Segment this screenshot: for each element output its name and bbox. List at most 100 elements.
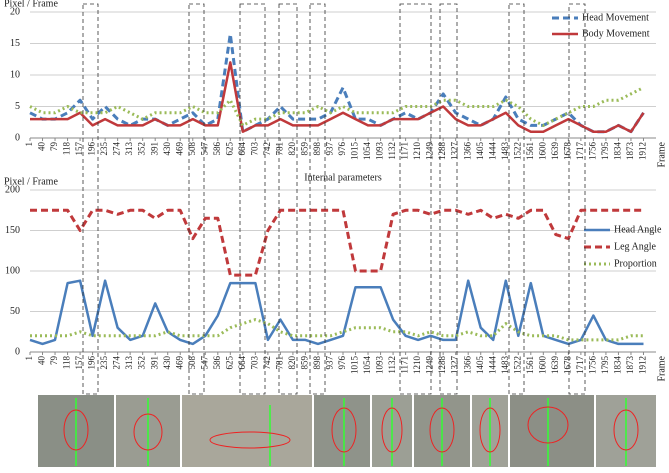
x-tick-label: 1795: [600, 142, 610, 161]
highlight-box: [279, 4, 297, 394]
x-tick-label: 1405: [475, 142, 485, 161]
x-tick-label: 976: [337, 356, 347, 370]
x-tick-label: 1288: [437, 356, 447, 375]
y-tick-label: 0: [15, 132, 20, 143]
x-tick-label: 898: [312, 356, 322, 370]
legend-label: Leg Angle: [614, 241, 656, 252]
x-tick-label: 1327: [450, 356, 460, 375]
chart: 0501001502001407911815719623527431335239…: [4, 172, 667, 381]
highlight-box: [189, 4, 204, 394]
x-tick-label: 1678: [562, 142, 572, 161]
x-tick-label: 1600: [537, 142, 547, 161]
highlight-box: [240, 4, 265, 394]
x-tick-label: 352: [137, 142, 147, 156]
x-tick-label: 937: [325, 356, 335, 370]
x-tick-label: 40: [37, 356, 47, 366]
x-tick-label: 1834: [613, 356, 623, 375]
x-tick-label: 1366: [462, 142, 472, 161]
x-tick-label: 1756: [587, 356, 597, 375]
x-tick-label: 820: [287, 356, 297, 370]
x-axis-label: Frame: [656, 355, 667, 381]
x-tick-label: 1444: [487, 356, 497, 375]
chart-title: Internal parameters: [304, 172, 382, 183]
highlight-box: [509, 4, 524, 394]
x-tick-label: 664: [237, 356, 247, 370]
x-tick-label: 1054: [362, 142, 372, 161]
x-tick-label: 1: [24, 142, 34, 147]
x-tick-label: 118: [62, 356, 72, 370]
x-tick-label: 742: [262, 356, 272, 370]
x-tick-label: 1795: [600, 356, 610, 375]
x-tick-label: 1093: [375, 142, 385, 161]
x-tick-label: 1054: [362, 356, 372, 375]
x-tick-label: 1717: [575, 356, 585, 375]
y-tick-label: 100: [5, 265, 20, 276]
x-tick-label: 40: [37, 142, 47, 152]
x-tick-label: 1132: [387, 356, 397, 374]
x-tick-label: 1522: [512, 142, 522, 160]
x-tick-label: 1171: [400, 142, 410, 160]
x-tick-label: 352: [137, 356, 147, 370]
x-tick-label: 1561: [525, 356, 535, 374]
legend-label: Proportion: [614, 258, 657, 269]
x-tick-label: 1834: [613, 142, 623, 161]
x-tick-label: 1405: [475, 356, 485, 375]
x-tick-label: 664: [237, 142, 247, 156]
x-tick-label: 898: [312, 142, 322, 156]
x-tick-label: 118: [62, 142, 72, 156]
x-tick-label: 937: [325, 142, 335, 156]
chart: 0510152014079118157196235274313352391430…: [4, 0, 667, 168]
x-tick-label: 235: [99, 356, 109, 370]
x-tick-label: 976: [337, 142, 347, 156]
x-tick-label: 469: [174, 142, 184, 156]
y-tick-label: 50: [10, 306, 20, 317]
x-tick-label: 391: [149, 142, 159, 156]
x-tick-label: 313: [124, 142, 134, 156]
x-tick-label: 469: [174, 356, 184, 370]
x-tick-label: 508: [187, 142, 197, 156]
x-tick-label: 781: [274, 142, 284, 156]
legend-label: Head Movement: [582, 12, 649, 23]
y-tick-label: 15: [10, 38, 20, 49]
x-tick-label: 586: [212, 142, 222, 156]
y-tick-label: 5: [15, 101, 20, 112]
x-tick-label: 1600: [537, 356, 547, 375]
highlight-box: [310, 4, 325, 394]
photo-strip: [38, 395, 656, 467]
x-tick-label: 1639: [550, 142, 560, 161]
figure: 0501001502001407911815719623527431335239…: [0, 0, 669, 473]
x-tick-label: 313: [124, 356, 134, 370]
x-tick-label: 1132: [387, 142, 397, 160]
x-tick-label: 274: [112, 356, 122, 370]
highlight-boxes: [83, 4, 585, 394]
x-tick-label: 235: [99, 142, 109, 156]
x-tick-label: 391: [149, 356, 159, 370]
photo: [510, 395, 594, 467]
x-tick-label: 1: [24, 356, 34, 361]
x-tick-label: 79: [49, 142, 59, 152]
x-tick-label: 859: [300, 142, 310, 156]
x-tick-label: 1522: [512, 356, 522, 374]
x-tick-label: 1249: [425, 356, 435, 375]
x-tick-label: 742: [262, 142, 272, 156]
photo: [182, 395, 312, 467]
x-tick-label: 1288: [437, 142, 447, 161]
x-tick-label: 430: [162, 356, 172, 370]
x-tick-label: 430: [162, 142, 172, 156]
x-tick-label: 859: [300, 356, 310, 370]
x-tick-label: 508: [187, 356, 197, 370]
x-tick-label: 1015: [350, 356, 360, 375]
series-line: [30, 210, 644, 275]
x-tick-label: 1015: [350, 142, 360, 161]
x-tick-label: 1717: [575, 142, 585, 161]
x-tick-label: 1912: [638, 356, 648, 374]
x-tick-label: 1483: [500, 142, 510, 161]
x-tick-label: 820: [287, 142, 297, 156]
x-tick-label: 703: [249, 142, 259, 156]
x-tick-label: 1483: [500, 356, 510, 375]
x-tick-label: 196: [87, 142, 97, 156]
x-tick-label: 1249: [425, 142, 435, 161]
photo: [314, 395, 370, 467]
x-tick-label: 1561: [525, 142, 535, 160]
y-axis-label: Pixel / Frame: [4, 0, 58, 9]
